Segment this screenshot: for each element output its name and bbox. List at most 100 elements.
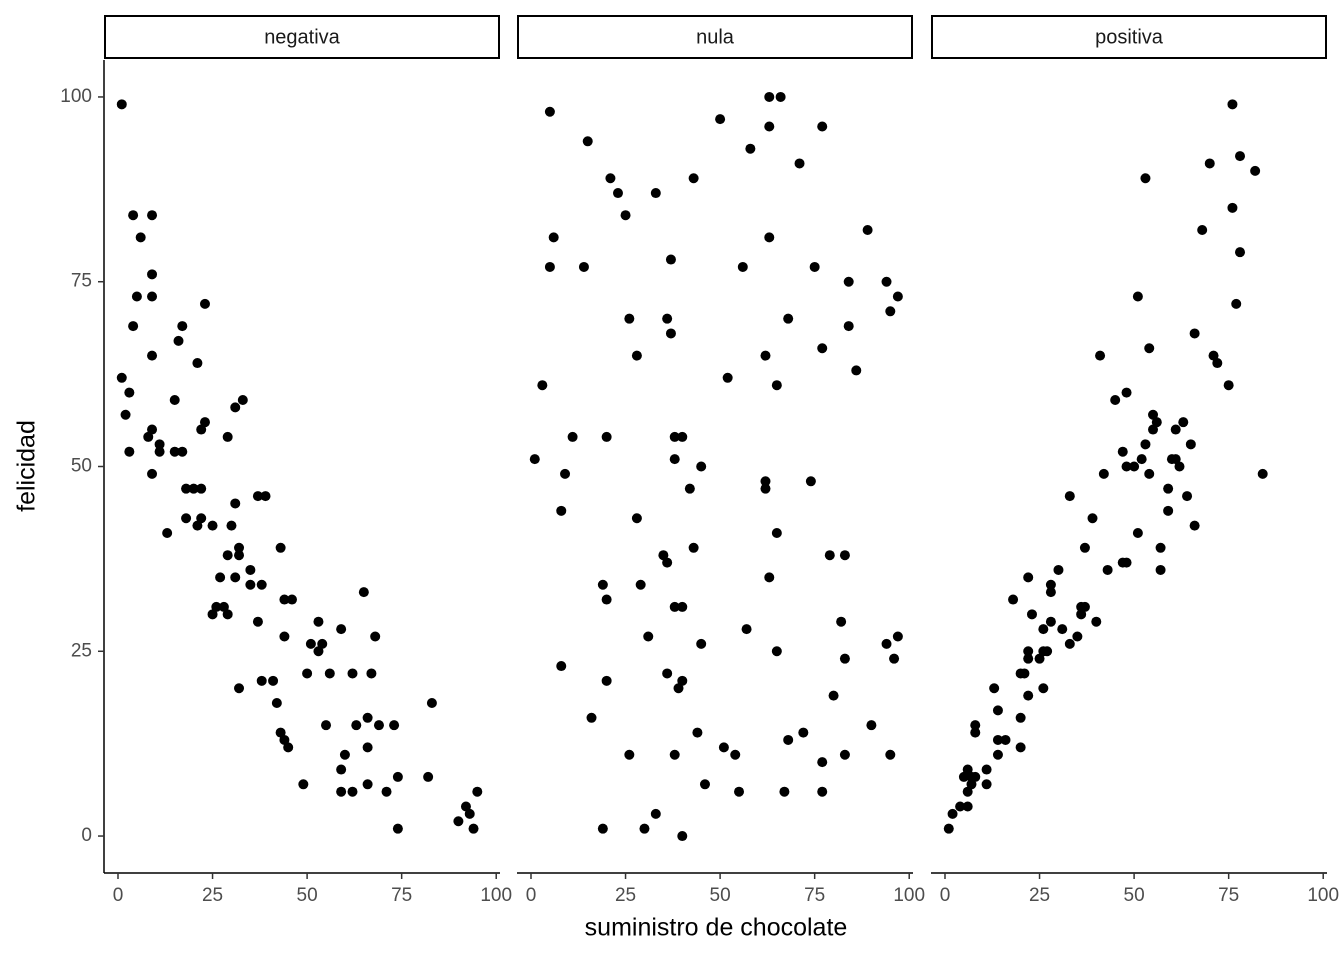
point — [836, 616, 847, 627]
point — [1117, 446, 1128, 457]
y-tick-label: 50 — [71, 456, 92, 477]
point — [843, 276, 854, 287]
point — [1023, 572, 1034, 583]
point — [317, 638, 328, 649]
point — [966, 779, 977, 790]
point — [124, 446, 135, 457]
point — [556, 661, 567, 672]
point — [624, 313, 635, 324]
point — [650, 188, 661, 199]
point — [597, 823, 608, 834]
point — [347, 668, 358, 679]
point — [181, 483, 192, 494]
point — [809, 261, 820, 272]
point — [885, 749, 896, 760]
point — [1053, 564, 1064, 575]
point — [639, 823, 650, 834]
point — [1015, 742, 1026, 753]
point — [1045, 579, 1056, 590]
point — [423, 771, 434, 782]
point — [234, 542, 245, 553]
point — [124, 387, 135, 398]
point — [1197, 224, 1208, 235]
point — [154, 446, 165, 457]
point — [426, 698, 437, 709]
point — [1208, 350, 1219, 361]
x-tick-label: 25 — [202, 885, 223, 906]
point — [824, 550, 835, 561]
point — [688, 173, 699, 184]
point — [1019, 668, 1030, 679]
point — [734, 786, 745, 797]
point — [1151, 417, 1162, 428]
point — [783, 313, 794, 324]
point — [1136, 454, 1147, 465]
point — [764, 232, 775, 243]
point — [992, 734, 1003, 745]
point — [1257, 468, 1268, 479]
point — [567, 431, 578, 442]
point — [279, 631, 290, 642]
point — [892, 291, 903, 302]
x-tick-label: 75 — [804, 885, 825, 906]
point — [741, 624, 752, 635]
point — [783, 734, 794, 745]
point — [283, 742, 294, 753]
facet-label: positiva — [1095, 26, 1164, 48]
y-tick-label: 100 — [60, 86, 92, 107]
point — [271, 698, 282, 709]
point — [775, 91, 786, 102]
point — [798, 727, 809, 738]
point — [817, 757, 828, 768]
point — [718, 742, 729, 753]
point — [351, 720, 362, 731]
point — [1235, 247, 1246, 258]
x-tick-label: 0 — [113, 885, 124, 906]
point — [324, 668, 335, 679]
point — [839, 550, 850, 561]
point — [962, 801, 973, 812]
point — [305, 638, 316, 649]
point — [992, 705, 1003, 716]
point — [1079, 542, 1090, 553]
point — [207, 520, 218, 531]
point — [1076, 609, 1087, 620]
point — [116, 372, 127, 383]
point — [1045, 616, 1056, 627]
point — [1015, 712, 1026, 723]
point — [1121, 387, 1132, 398]
point — [966, 771, 977, 782]
point — [631, 350, 642, 361]
point — [669, 454, 680, 465]
point — [631, 513, 642, 524]
point — [817, 121, 828, 132]
point — [207, 609, 218, 620]
x-tick-label: 25 — [615, 885, 636, 906]
point — [256, 675, 267, 686]
point — [771, 380, 782, 391]
point — [460, 801, 471, 812]
point — [177, 446, 188, 457]
point — [635, 579, 646, 590]
point — [464, 808, 475, 819]
point — [1148, 409, 1159, 420]
point — [597, 579, 608, 590]
point — [128, 321, 139, 332]
point — [828, 690, 839, 701]
point — [1045, 587, 1056, 598]
point — [1174, 461, 1185, 472]
point — [362, 742, 373, 753]
point — [298, 779, 309, 790]
point — [881, 276, 892, 287]
point — [211, 601, 222, 612]
point — [601, 431, 612, 442]
point — [662, 668, 673, 679]
point — [1235, 151, 1246, 162]
point — [771, 646, 782, 657]
point — [392, 771, 403, 782]
point — [321, 720, 332, 731]
point — [275, 727, 286, 738]
point — [1079, 601, 1090, 612]
y-tick-label: 25 — [71, 640, 92, 661]
point — [529, 454, 540, 465]
